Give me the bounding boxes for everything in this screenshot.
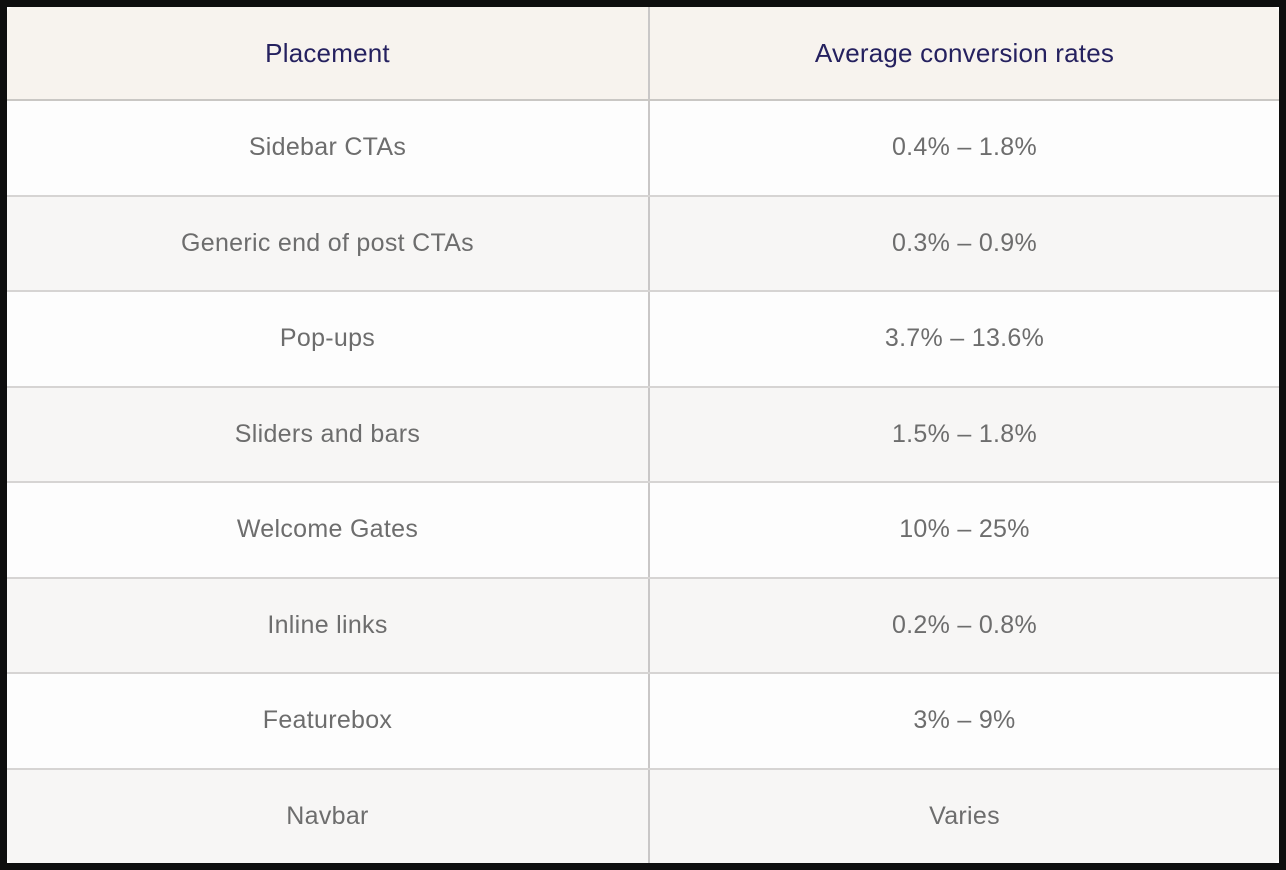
cell-placement: Generic end of post CTAs	[7, 196, 650, 290]
column-header-average-conversion-rates: Average conversion rates	[814, 37, 1115, 68]
column-header-placement: Placement	[7, 7, 650, 99]
cell-placement: Welcome Gates	[7, 483, 650, 577]
table-inner: Placement Average conversion rates Sideb…	[7, 7, 1279, 863]
cell-conversion-rate: 0.3% – 0.9%	[891, 228, 1038, 257]
cell-conversion-rate: 1.5% – 1.8%	[891, 419, 1038, 448]
cell-conversion-rate: 0.4% – 1.8%	[891, 133, 1038, 162]
table-row: Navbar Varies	[7, 769, 1279, 863]
table-row: Inline links 0.2% – 0.8%	[7, 578, 1279, 674]
cell-placement: Featurebox	[7, 674, 650, 768]
table-row: Welcome Gates 10% – 25%	[7, 483, 1279, 579]
cell-placement: Sidebar CTAs	[7, 101, 650, 195]
table-row: Featurebox 3% – 9%	[7, 674, 1279, 770]
cell-conversion-rate: Varies	[929, 801, 1000, 830]
cell-conversion-rate: 3% – 9%	[913, 706, 1016, 735]
table-row: Sidebar CTAs 0.4% – 1.8%	[7, 101, 1279, 197]
table-header-row: Placement Average conversion rates	[7, 7, 1279, 101]
cell-placement: Navbar	[7, 769, 650, 863]
cell-conversion-rate: 10% – 25%	[899, 515, 1030, 544]
cell-conversion-rate: 3.7% – 13.6%	[884, 324, 1045, 353]
cell-placement: Sliders and bars	[7, 387, 650, 481]
table-row: Pop-ups 3.7% – 13.6%	[7, 292, 1279, 388]
cell-placement: Pop-ups	[7, 292, 650, 386]
cell-conversion-rate: 0.2% – 0.8%	[891, 610, 1038, 639]
table-body: Sidebar CTAs 0.4% – 1.8% Generic end of …	[7, 101, 1279, 863]
cell-placement: Inline links	[7, 578, 650, 672]
table-row: Generic end of post CTAs 0.3% – 0.9%	[7, 196, 1279, 292]
table-row: Sliders and bars 1.5% – 1.8%	[7, 387, 1279, 483]
